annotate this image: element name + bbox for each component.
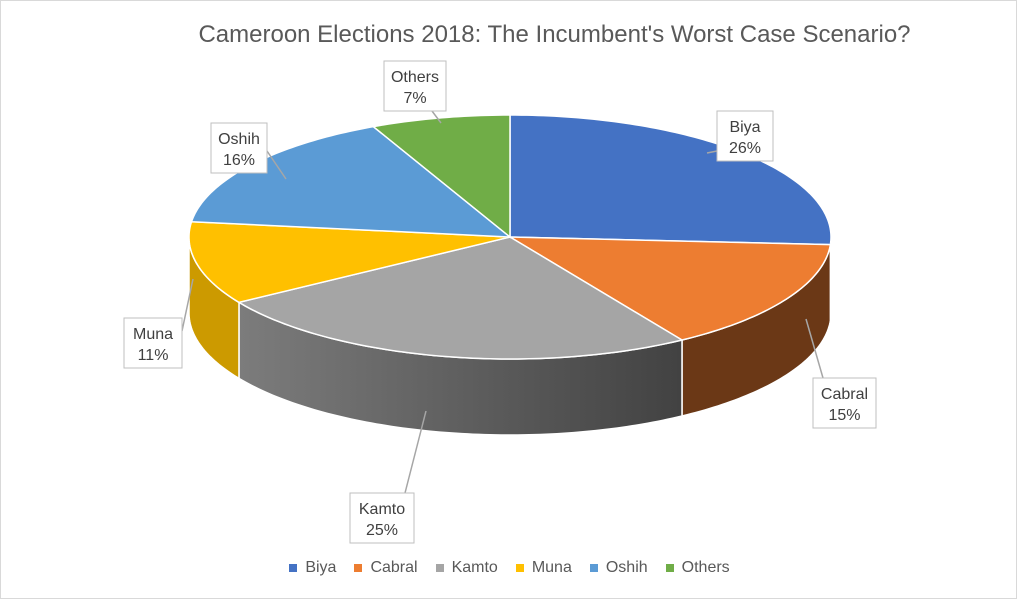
data-label-category: Others (391, 69, 439, 86)
slice-biya[interactable] (509, 114, 832, 246)
slice-others[interactable] (371, 114, 511, 239)
data-label-category: Biya (729, 119, 760, 136)
legend-label: Others (681, 559, 730, 576)
data-label-value: 11% (138, 347, 169, 364)
legend-label: Biya (305, 559, 337, 576)
legend-item: Cabral (354, 559, 418, 577)
legend-label: Oshih (605, 559, 648, 576)
data-label-category: Kamto (359, 501, 405, 518)
data-label-box (123, 317, 183, 369)
legend-swatch (589, 564, 598, 572)
leader-line (706, 150, 718, 154)
data-label-category: Oshih (218, 131, 260, 148)
legend: Biya Cabral Kamto Muna Oshih Others (1, 559, 1016, 577)
data-label-box (383, 60, 447, 112)
data-label-box (210, 122, 268, 174)
legend-swatch (515, 564, 524, 572)
data-label-value: 16% (223, 152, 255, 169)
data-label-value: 15% (828, 407, 860, 424)
data-label-value: 26% (729, 140, 761, 157)
data-label-box (812, 377, 877, 429)
chart-title: Cameroon Elections 2018: The Incumbent's… (198, 21, 911, 48)
legend-item: Biya (289, 559, 336, 577)
data-label-box (716, 110, 774, 162)
leader-line (181, 278, 194, 332)
legend-item: Kamto (435, 559, 498, 577)
data-label-box (349, 492, 415, 544)
legend-swatch (354, 564, 363, 572)
data-label-category: Muna (133, 326, 173, 343)
slice-muna[interactable] (188, 220, 511, 304)
legend-item: Oshih (589, 559, 648, 577)
slice-cabral[interactable] (507, 236, 832, 341)
legend-swatch (289, 564, 298, 572)
legend-label: Cabral (370, 559, 418, 576)
legend-item: Others (665, 559, 730, 577)
data-label-value: 25% (366, 522, 398, 539)
legend-label: Kamto (451, 559, 498, 576)
slice-kamto[interactable] (236, 236, 684, 360)
data-label-value: 7% (403, 90, 426, 107)
leader-line (805, 318, 824, 379)
data-label-category: Cabral (821, 386, 868, 403)
legend-swatch (665, 564, 674, 572)
legend-swatch (435, 564, 444, 572)
legend-item: Muna (515, 559, 572, 577)
legend-label: Muna (531, 559, 572, 576)
leader-line (431, 110, 442, 124)
leader-line (266, 150, 287, 180)
leader-line (404, 410, 427, 494)
